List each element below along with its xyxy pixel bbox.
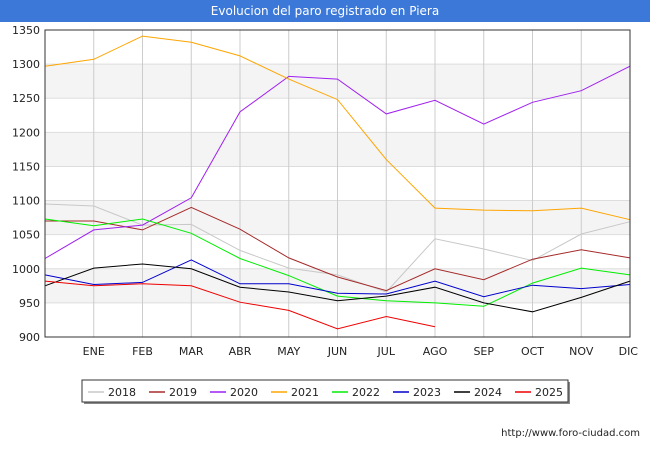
x-tick-label: FEB	[132, 345, 153, 358]
source-url: http://www.foro-ciudad.com	[501, 428, 640, 439]
x-axis-ticks: ENE FEB MAR ABR MAY JUN JUL AGO SEP OCT NOV DIC	[83, 345, 639, 358]
x-tick-label: OCT	[521, 345, 544, 358]
y-tick-label: 950	[19, 297, 40, 310]
legend-box	[81, 379, 569, 403]
legend-label-2024: 2024	[474, 386, 502, 399]
x-tick-label: NOV	[569, 345, 594, 358]
y-tick-label: 1300	[12, 58, 40, 71]
chart-title: Evolucion del paro registrado en Piera	[0, 0, 650, 22]
y-tick-label: 1050	[12, 229, 40, 242]
x-tick-label: MAR	[179, 345, 204, 358]
series-line-2023	[44, 259, 631, 298]
legend-label-2025: 2025	[535, 386, 563, 399]
y-tick-label: 1150	[12, 160, 40, 173]
legend-label-2022: 2022	[352, 386, 380, 399]
y-tick-label: 1350	[12, 24, 40, 37]
y-tick-label: 1200	[12, 126, 40, 139]
x-tick-label: SEP	[473, 345, 494, 358]
series-line-2020	[44, 65, 631, 259]
x-tick-label: DIC	[619, 345, 639, 358]
x-tick-label: ENE	[83, 345, 105, 358]
legend-label-2020: 2020	[230, 386, 258, 399]
y-tick-label: 1250	[12, 92, 40, 105]
y-axis-ticks: 900 950 1000 1050 1100 1150 1200 1250 1300 1350	[12, 24, 40, 344]
x-tick-label: ABR	[229, 345, 252, 358]
series-lines	[44, 35, 631, 330]
legend-label-2021: 2021	[291, 386, 319, 399]
series-line-2024	[44, 263, 631, 313]
series-line-2025	[44, 280, 436, 330]
legend-label-2019: 2019	[169, 386, 197, 399]
legend: 2018 2019 2020 2021 2022 2023 2024 2025	[81, 379, 570, 404]
x-tick-label: AGO	[423, 345, 448, 358]
series-line-2022	[44, 218, 631, 307]
legend-label-2018: 2018	[108, 386, 136, 399]
x-tick-label: JUL	[377, 345, 396, 358]
series-line-2019	[45, 206, 631, 292]
x-tick-label: JUN	[327, 345, 348, 358]
series-line-2021	[44, 35, 631, 221]
x-tick-label: MAY	[277, 345, 300, 358]
legend-label-2023: 2023	[413, 386, 441, 399]
plot-frame	[44, 29, 631, 338]
y-tick-label: 900	[19, 331, 40, 344]
y-tick-label: 1000	[12, 263, 40, 276]
y-tick-label: 1100	[12, 195, 40, 208]
